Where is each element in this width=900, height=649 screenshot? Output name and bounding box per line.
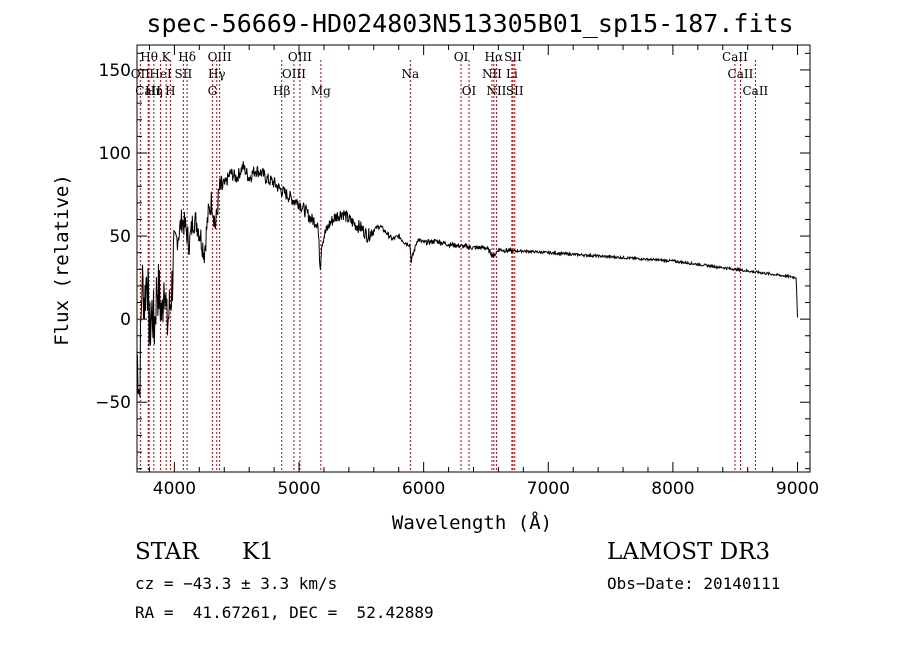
y-axis-label: Flux (relative) (51, 174, 73, 346)
line-marker-label: CaII (742, 84, 768, 98)
object-class: STAR (135, 539, 199, 565)
line-marker-label: Hδ (178, 50, 196, 64)
line-marker-label: Hα (485, 50, 504, 64)
line-marker-label: SII (504, 50, 522, 64)
axes: 4000 5000 6000 7000 8000 9000 −50 0 50 100 150 (95, 44, 819, 499)
chart-title: spec-56669-HD024803N513305B01_sp15-187.f… (146, 9, 793, 38)
line-marker-label: OIII (282, 67, 306, 81)
coordinates-info: RA = 41.67261, DEC = 52.42889 (135, 603, 434, 622)
x-tick-label: 8000 (651, 479, 694, 499)
line-marker-label: SII (175, 67, 193, 81)
y-tick-label: 100 (99, 144, 131, 164)
line-marker-label: Hθ (140, 50, 158, 64)
line-marker-label: K (162, 50, 172, 64)
x-tick-label: 9000 (776, 479, 819, 499)
y-tick-label: −50 (95, 393, 131, 413)
survey-name: LAMOST DR3 (607, 539, 771, 565)
line-marker-label: Hη (145, 84, 163, 98)
x-axis-label: Wavelength (Å) (392, 511, 552, 534)
line-marker-label: OIII (208, 50, 232, 64)
line-marker-label: Hβ (273, 84, 290, 98)
object-subclass: K1 (242, 539, 274, 565)
line-marker-label: SII (506, 84, 524, 98)
line-marker-label: CaII (722, 50, 748, 64)
obs-date: Obs−Date: 20140111 (607, 574, 781, 593)
line-marker-label: Mg (311, 84, 331, 98)
line-marker-label: NII (486, 84, 506, 98)
redshift-info: cz = −43.3 ± 3.3 km/s (135, 574, 338, 593)
y-tick-label: 50 (109, 227, 131, 247)
line-marker-label: Li (506, 67, 518, 81)
line-marker-label: G (208, 84, 218, 98)
spectrum-line (136, 161, 798, 398)
line-marker-label: CaII (728, 67, 754, 81)
line-markers: Hθ OII CaII K HeI Hη H Hδ SII OIII Hγ G Hβ OIII OIII Mg… (131, 50, 769, 472)
line-marker-label: H (165, 84, 175, 98)
x-tick-label: 4000 (153, 479, 196, 499)
x-tick-label: 6000 (402, 479, 445, 499)
spectrum-series (136, 161, 798, 398)
plot-frame (136, 44, 811, 473)
y-tick-label: 0 (120, 310, 131, 330)
line-marker-label: OI (454, 50, 469, 64)
line-marker-label: CaII (135, 84, 161, 98)
x-tick-label: 5000 (277, 479, 320, 499)
line-marker-label: OI (462, 84, 477, 98)
line-marker-label: OIII (288, 50, 312, 64)
x-tick-label: 7000 (527, 479, 570, 499)
line-marker-label: Hγ (208, 67, 226, 81)
line-marker-label: OII (131, 67, 151, 81)
y-tick-label: 150 (99, 61, 131, 81)
line-marker-label: HeI (149, 67, 172, 81)
line-marker-label: NII (482, 67, 502, 81)
line-marker-label: Na (401, 67, 419, 81)
